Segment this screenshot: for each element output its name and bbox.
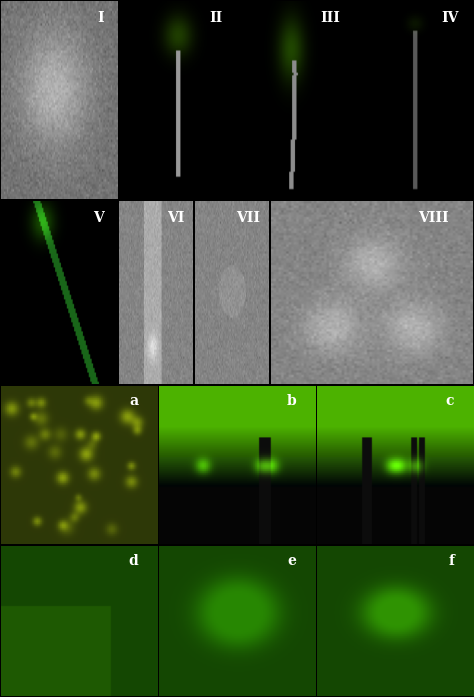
Text: b: b	[287, 395, 296, 408]
Text: a: a	[129, 395, 138, 408]
Text: e: e	[287, 554, 296, 568]
Text: II: II	[209, 11, 222, 25]
Text: IV: IV	[442, 11, 459, 25]
Text: I: I	[97, 11, 103, 25]
Text: c: c	[446, 395, 454, 408]
Text: VII: VII	[237, 210, 260, 224]
Text: III: III	[321, 11, 340, 25]
Text: VIII: VIII	[418, 210, 449, 224]
Text: VI: VI	[167, 210, 184, 224]
Text: d: d	[128, 554, 138, 568]
Text: f: f	[448, 554, 454, 568]
Text: V: V	[93, 210, 103, 224]
